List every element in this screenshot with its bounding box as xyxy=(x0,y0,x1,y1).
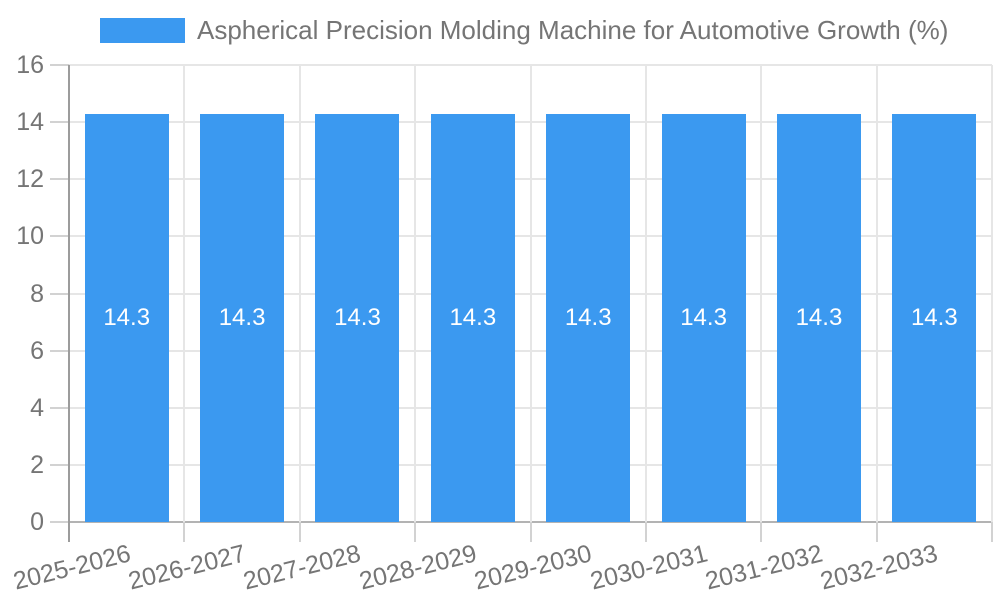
x-tick-mark xyxy=(991,522,993,542)
x-tick-mark xyxy=(298,522,301,542)
gridline-x xyxy=(875,65,878,522)
bar-value-label: 14.3 xyxy=(103,303,151,331)
chart-legend[interactable]: Aspherical Precision Molding Machine for… xyxy=(100,15,948,46)
y-tick-mark xyxy=(50,349,69,352)
gridline-x xyxy=(183,65,186,522)
bar-value-label: 14.3 xyxy=(910,303,958,331)
y-axis-tick-label: 6 xyxy=(30,336,44,365)
bar-value-label: 14.3 xyxy=(334,303,381,331)
y-tick-mark xyxy=(50,292,69,295)
bar xyxy=(661,113,746,522)
gridline-x xyxy=(529,65,532,522)
bar-value-label: 14.3 xyxy=(680,303,727,331)
bar-value-label: 14.3 xyxy=(449,303,497,331)
legend-swatch-icon xyxy=(100,18,185,43)
x-tick-mark xyxy=(529,522,532,542)
bar xyxy=(430,113,515,522)
y-axis-line xyxy=(68,65,70,542)
y-axis-tick-label: 8 xyxy=(30,279,44,308)
gridline-x xyxy=(298,65,301,522)
bar-value-label: 14.3 xyxy=(564,303,612,331)
gridline-x xyxy=(644,65,647,522)
y-tick-mark xyxy=(50,521,69,523)
x-tick-mark xyxy=(760,522,763,542)
x-tick-mark xyxy=(414,522,417,542)
gridline-x xyxy=(760,65,763,522)
y-tick-mark xyxy=(50,235,69,238)
y-tick-mark xyxy=(50,64,69,66)
x-tick-mark xyxy=(875,522,878,542)
y-tick-mark xyxy=(50,178,69,181)
gridline-x xyxy=(414,65,417,522)
y-axis-tick-label: 16 xyxy=(16,51,44,79)
gridline-x xyxy=(991,65,993,522)
bar xyxy=(892,113,977,522)
bar-value-label: 14.3 xyxy=(218,303,266,331)
x-tick-mark xyxy=(183,522,186,542)
y-tick-mark xyxy=(50,406,69,409)
y-axis-tick-label: 10 xyxy=(16,222,44,251)
bar xyxy=(315,113,400,522)
y-axis-tick-label: 14 xyxy=(16,108,44,137)
legend-label: Aspherical Precision Molding Machine for… xyxy=(197,15,949,45)
y-axis-tick-label: 0 xyxy=(30,508,44,536)
y-tick-mark xyxy=(50,121,69,124)
bar xyxy=(776,113,861,522)
bar xyxy=(200,113,285,522)
y-axis-tick-label: 2 xyxy=(30,450,44,479)
bar xyxy=(84,113,169,522)
y-axis-tick-label: 4 xyxy=(30,393,44,422)
bar-value-label: 14.3 xyxy=(795,303,843,331)
y-tick-mark xyxy=(50,463,69,466)
y-axis-tick-label: 12 xyxy=(16,165,44,194)
bar xyxy=(546,113,631,522)
x-tick-mark xyxy=(644,522,647,542)
